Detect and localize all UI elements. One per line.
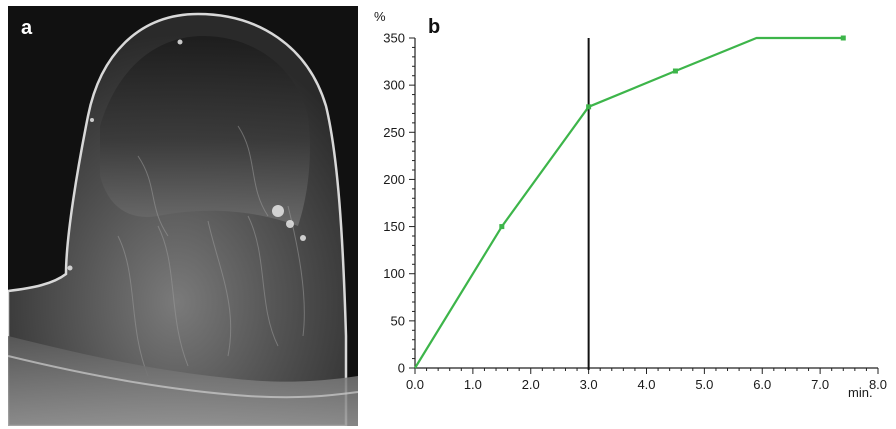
panel-b-label: b [428,16,440,38]
panel-a-label: a [21,17,33,39]
mri-image-panel: a [8,6,358,426]
y-tick-label: 150 [383,219,405,234]
y-tick-label: 200 [383,172,405,187]
y-tick-label: 100 [383,266,405,281]
data-point-marker [672,68,678,74]
y-tick-label: 300 [383,78,405,93]
x-tick-label: 0.0 [406,377,424,392]
data-point-marker [499,224,505,230]
y-tick-label: 250 [383,125,405,140]
x-tick-label: 6.0 [753,377,771,392]
y-tick-label: 0 [398,361,405,376]
x-tick-label: 5.0 [695,377,713,392]
x-tick-label: 1.0 [464,377,482,392]
enhancement-curve-panel: b % min. 0 50 100 150 200 250 300 350 0.0 1.0 2.0 3… [360,0,896,429]
x-tick-label: 4.0 [637,377,655,392]
y-tick-label: 50 [391,313,405,328]
x-tick-label: 2.0 [522,377,540,392]
x-tick-label: 3.0 [580,377,598,392]
series-line [414,36,844,369]
x-tick-label: 8.0 [869,377,887,392]
y-tick-label: 350 [383,31,405,46]
enhancement-curve-chart: b % min. 0 50 100 150 200 250 300 350 0.0 1.0 2.0 3… [374,9,887,400]
x-axis-unit-label: min. [848,385,873,400]
data-point-marker [840,35,846,41]
mri-image: a [8,6,358,426]
y-axis-unit-label: % [374,9,386,24]
x-tick-label: 7.0 [811,377,829,392]
data-point-marker [586,104,592,110]
